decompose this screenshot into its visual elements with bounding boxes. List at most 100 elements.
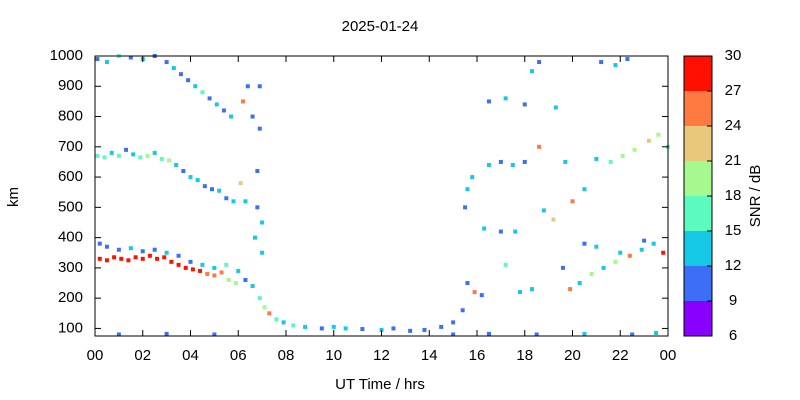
colorbar-tick-label: 15 xyxy=(725,222,742,239)
data-point xyxy=(408,328,413,333)
data-point xyxy=(169,259,174,264)
data-point xyxy=(224,262,229,267)
data-point xyxy=(116,247,121,252)
data-point xyxy=(451,320,456,325)
data-point xyxy=(627,253,632,258)
data-point xyxy=(131,152,136,157)
data-point xyxy=(281,320,286,325)
data-point xyxy=(102,155,107,160)
data-point xyxy=(522,159,527,164)
x-tick-label: 02 xyxy=(134,347,151,364)
data-point xyxy=(176,262,181,267)
data-point xyxy=(632,147,637,152)
y-tick-label: 200 xyxy=(58,289,83,306)
data-point xyxy=(379,327,384,332)
data-point xyxy=(260,220,265,225)
colorbar-segment xyxy=(684,266,712,301)
data-point xyxy=(138,155,143,160)
data-point xyxy=(255,205,260,210)
x-axis-label: UT Time / hrs xyxy=(335,376,425,393)
data-point xyxy=(319,326,324,331)
x-tick-label: 18 xyxy=(516,347,533,364)
colorbar-segment xyxy=(684,301,712,336)
data-point xyxy=(207,96,212,101)
x-tick-label: 12 xyxy=(373,347,390,364)
data-point xyxy=(214,102,219,107)
data-point xyxy=(563,159,568,164)
data-point xyxy=(188,175,193,180)
colorbar-tick-label: 9 xyxy=(729,292,737,309)
y-tick-label: 800 xyxy=(58,108,83,125)
data-point xyxy=(152,150,157,155)
data-point xyxy=(503,262,508,267)
data-point xyxy=(391,326,396,331)
data-point xyxy=(147,253,152,258)
data-point xyxy=(618,250,623,255)
data-point xyxy=(553,105,558,110)
data-point xyxy=(560,265,565,270)
data-point xyxy=(104,60,109,65)
data-point xyxy=(613,63,618,68)
colorbar-segment xyxy=(684,56,712,91)
y-tick-label: 900 xyxy=(58,77,83,94)
data-point xyxy=(422,327,427,332)
plot-frame xyxy=(94,55,669,337)
data-point xyxy=(95,57,100,62)
data-point xyxy=(243,199,248,204)
data-point xyxy=(551,217,556,222)
x-tick-label: 06 xyxy=(230,347,247,364)
data-point xyxy=(608,159,613,164)
data-point xyxy=(140,249,145,254)
colorbar-segment xyxy=(684,231,712,266)
data-point xyxy=(133,255,138,260)
data-point xyxy=(639,247,644,252)
data-point xyxy=(176,253,181,258)
data-point xyxy=(451,332,456,337)
data-point xyxy=(257,296,262,301)
data-point xyxy=(470,175,475,180)
colorbar-segment xyxy=(684,91,712,126)
data-point xyxy=(465,281,470,286)
data-point xyxy=(224,196,229,201)
data-point xyxy=(661,250,666,255)
data-point xyxy=(159,156,164,161)
data-point xyxy=(193,84,198,89)
data-point xyxy=(229,114,234,119)
data-point xyxy=(124,147,129,152)
data-point xyxy=(212,332,217,337)
data-point xyxy=(152,247,157,252)
data-point xyxy=(439,324,444,329)
data-point xyxy=(243,278,248,282)
data-point xyxy=(140,256,145,261)
data-point xyxy=(613,259,618,264)
colorbar-tick-label: 21 xyxy=(725,152,742,169)
data-point xyxy=(188,259,193,264)
data-point xyxy=(537,144,542,149)
data-point xyxy=(599,60,604,65)
data-point xyxy=(620,153,625,158)
data-point xyxy=(97,241,102,246)
data-point xyxy=(274,317,279,322)
data-point xyxy=(212,273,217,278)
data-point xyxy=(594,156,599,161)
data-point xyxy=(656,132,661,137)
colorbar-tick-label: 18 xyxy=(725,187,742,204)
data-point xyxy=(164,60,169,65)
data-point xyxy=(164,331,169,336)
data-point xyxy=(486,99,491,104)
data-point xyxy=(513,229,518,234)
data-point xyxy=(503,96,508,101)
data-point xyxy=(257,126,262,131)
data-point xyxy=(183,265,188,270)
data-point xyxy=(162,255,167,260)
data-point xyxy=(482,226,487,231)
x-tick-label: 20 xyxy=(564,347,581,364)
x-tick-label: 08 xyxy=(278,347,295,364)
data-point xyxy=(260,250,265,255)
data-point xyxy=(465,187,470,192)
data-point xyxy=(171,66,176,71)
data-point xyxy=(291,323,296,328)
colorbar-tick-label: 24 xyxy=(725,117,742,134)
data-point xyxy=(245,84,250,89)
data-point xyxy=(267,311,272,316)
